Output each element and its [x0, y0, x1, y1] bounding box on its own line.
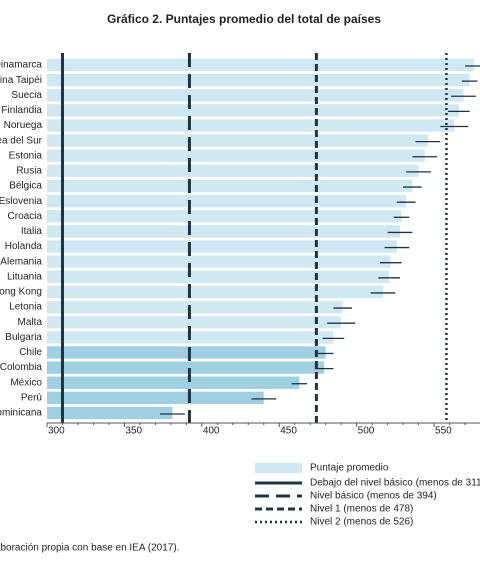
- y-tick-label: Corea del Sur: [0, 135, 43, 146]
- x-tick-label: 450: [280, 426, 297, 437]
- bar: [47, 285, 383, 299]
- legend-label: Debajo del nivel básico (menos de 311): [310, 478, 480, 489]
- y-tick-label: Eslovenia: [0, 196, 42, 207]
- legend-label: Nivel básico (menos de 394): [310, 491, 437, 502]
- bar: [47, 58, 475, 72]
- y-tick-label: Italia: [21, 226, 43, 237]
- bar: [47, 270, 390, 284]
- legend-label: Nivel 1 (menos de 478): [310, 504, 413, 515]
- y-tick-label: Bulgaria: [5, 332, 42, 343]
- bar: [47, 225, 400, 238]
- y-tick-label: Rusia: [16, 166, 42, 177]
- y-tick-label: Lituania: [7, 271, 42, 282]
- legend-swatch: [255, 463, 302, 473]
- y-tick-label: Alemania: [0, 256, 42, 267]
- y-tick-label: Colombia: [0, 362, 42, 373]
- y-tick-label: Estonia: [9, 150, 43, 161]
- bar: [47, 89, 464, 102]
- bar: [47, 316, 342, 329]
- y-tick-label: Croacia: [8, 211, 43, 222]
- y-tick-label: Chile: [19, 347, 42, 358]
- chart-title: Gráfico 2. Puntajes promedio del total d…: [107, 12, 381, 26]
- y-tick-label: Bélgica: [9, 181, 42, 192]
- bar: [47, 406, 173, 420]
- y-tick-label: China Taipéi: [0, 75, 42, 86]
- y-tick-label: Dinamarca: [0, 60, 42, 71]
- y-tick-label: Holanda: [5, 241, 43, 252]
- x-tick-label: 300: [48, 426, 65, 437]
- x-tick-label: 500: [358, 426, 375, 437]
- bar: [47, 134, 428, 147]
- y-tick-label: Perú: [21, 393, 42, 404]
- y-tick-label: Suecia: [11, 90, 42, 101]
- y-tick-label: Malta: [18, 317, 43, 328]
- bar: [47, 73, 470, 87]
- y-tick-label: México: [10, 377, 42, 388]
- x-tick-label: 550: [435, 426, 452, 437]
- y-tick-label: República Dominicana: [0, 408, 42, 419]
- bar: [47, 179, 413, 193]
- bar: [47, 376, 300, 389]
- x-tick-label: 400: [203, 426, 220, 437]
- bar: [47, 346, 326, 359]
- bar: [47, 240, 397, 253]
- y-tick-label: Finlandia: [1, 105, 42, 116]
- bar: [47, 210, 402, 223]
- bar: [47, 164, 419, 178]
- bar: [47, 119, 455, 132]
- bar: [47, 361, 325, 374]
- bar: [47, 104, 459, 117]
- bar: [47, 255, 391, 268]
- bar: [47, 194, 407, 208]
- source-note: Elaboración propia con base en IEA (2017…: [0, 543, 179, 554]
- legend-label: Puntaje promedio: [310, 463, 389, 474]
- legend-label: Nivel 2 (menos de 526): [310, 517, 413, 528]
- bar: [47, 391, 264, 405]
- x-tick-label: 350: [125, 426, 142, 437]
- y-tick-label: Hong Kong: [0, 287, 42, 298]
- y-tick-label: Letonia: [9, 302, 42, 313]
- y-tick-label: Noruega: [4, 120, 43, 131]
- bar: [47, 149, 425, 162]
- bar: [47, 300, 343, 314]
